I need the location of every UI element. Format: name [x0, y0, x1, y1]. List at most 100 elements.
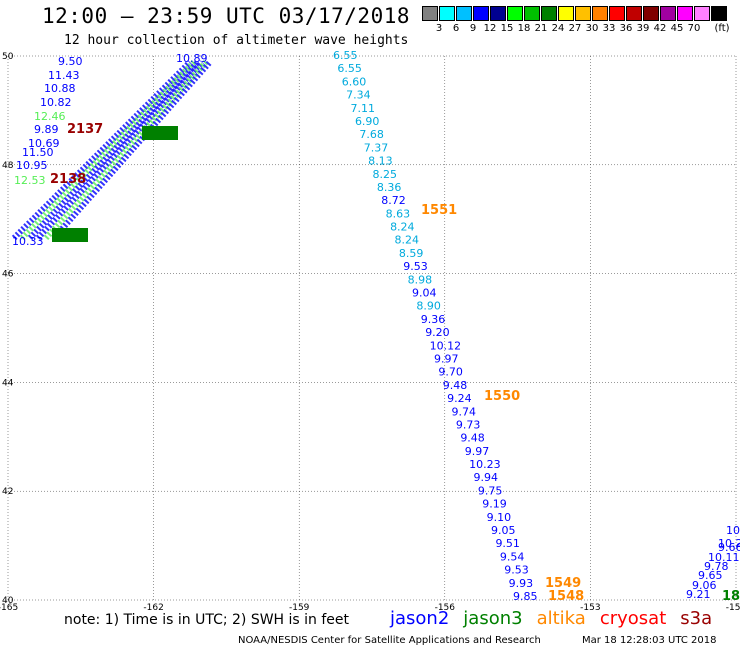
swh-label: 8.90 [416, 300, 441, 313]
swh-label: 12.46 [34, 110, 66, 123]
swh-label: 9.36 [421, 313, 446, 326]
swh-label: 6.55 [333, 49, 358, 62]
scale-swatch [473, 6, 489, 21]
map-title: 12:00 — 23:59 UTC 03/17/2018 [42, 4, 411, 28]
swh-label: 6.90 [355, 115, 380, 128]
swh-label: 9.54 [500, 550, 524, 563]
scale-swatch [490, 6, 506, 21]
scale-swatch [541, 6, 557, 21]
swh-label: 9.75 [478, 484, 503, 497]
swh-label: 6.55 [337, 62, 362, 75]
west-track-cluster: 9.5011.4310.8810.8212.469.8910.6911.5010… [11, 52, 213, 248]
swh-label: 8.98 [408, 273, 433, 286]
scale-label: 3 [435, 23, 443, 34]
swh-label: 9.20 [425, 326, 450, 339]
swh-label: 9.06 [692, 579, 717, 592]
swh-label: 8.59 [399, 247, 424, 260]
swh-label: 8.36 [377, 181, 402, 194]
swh-label: 9.24 [447, 392, 472, 405]
swh-label: 10.88 [44, 82, 76, 95]
swh-label: 9.05 [491, 524, 516, 537]
scale-label: 27 [568, 23, 582, 34]
swh-label: 7.34 [346, 89, 371, 102]
swh-label: 9.73 [456, 418, 481, 431]
scale-swatch [694, 6, 710, 21]
swh-label: 9.97 [465, 445, 490, 458]
swh-label: 8.25 [373, 168, 398, 181]
swh-label: 9.70 [438, 366, 463, 379]
swh-label: 10.95 [16, 159, 48, 172]
track-swath [11, 59, 193, 241]
time-label: 1551 [421, 203, 457, 218]
scale-swatch [643, 6, 659, 21]
x-tick-label: -153 [580, 603, 600, 613]
axis-ticks: -165 -162 -159 -156 -153 -150 40 42 44 46 48 50 [0, 52, 740, 613]
swh-label: 8.24 [390, 221, 415, 234]
satellite-name: jason3 [463, 608, 523, 629]
scale-label: 15 [500, 23, 514, 34]
scale-label: 24 [551, 23, 565, 34]
scale-swatch [507, 6, 523, 21]
y-tick-label: 46 [2, 270, 14, 280]
track-blob [52, 228, 88, 242]
swh-label: 9.89 [34, 123, 59, 136]
scale-swatch [711, 6, 727, 21]
swh-label: 10.69 [28, 137, 60, 150]
x-tick-label: -159 [289, 603, 310, 613]
satellite-name: cryosat [599, 608, 667, 629]
swh-label: 11.50 [22, 146, 54, 159]
y-tick-label: 44 [2, 378, 14, 388]
scale-label: 12 [483, 23, 497, 34]
map-grid [7, 55, 737, 601]
scale-label: 45 [670, 23, 684, 34]
satellite-legend: jason2 jason3 altika cryosat s3a [390, 608, 726, 629]
swh-label: 9.53 [403, 260, 428, 273]
y-tick-label: 50 [2, 52, 14, 62]
swh-label: 8.24 [394, 234, 419, 247]
track-swath [51, 60, 213, 240]
swh-label: 9.10 [487, 511, 512, 524]
x-tick-label: -162 [143, 603, 163, 613]
scale-label: 36 [619, 23, 633, 34]
swh-label: 10.11 [708, 551, 740, 564]
scale-label: 39 [636, 23, 650, 34]
swh-label: 10.89 [176, 52, 208, 65]
time-label: 1550 [484, 389, 520, 404]
scale-swatch [422, 6, 438, 21]
swh-label: 10 [726, 524, 740, 537]
time-label: 18 [722, 589, 740, 604]
scale-swatch [660, 6, 676, 21]
swh-label: 8.72 [381, 194, 406, 207]
swh-label: 10.33 [12, 235, 44, 248]
swh-label: 8.63 [386, 207, 411, 220]
swh-label: 9.78 [704, 560, 729, 573]
swh-label: 10.2 [718, 537, 740, 550]
swh-label: 8.13 [368, 155, 393, 168]
swh-label: 10.23 [469, 458, 501, 471]
swh-label: 12.53 [14, 174, 46, 187]
swh-label: 9.48 [443, 379, 468, 392]
swh-label: 9.04 [412, 287, 437, 300]
scale-swatch [626, 6, 642, 21]
track-swath [19, 59, 197, 241]
scale-swatch [592, 6, 608, 21]
swh-label: 7.68 [359, 128, 384, 141]
satellite-name: s3a [680, 608, 713, 629]
satellite-name: altika [536, 608, 586, 629]
swh-label: 9.74 [452, 405, 477, 418]
map-subtitle: 12 hour collection of altimeter wave hei… [64, 33, 409, 48]
scale-label: 6 [452, 23, 460, 34]
swh-label: 10.82 [40, 96, 72, 109]
scale-swatch [677, 6, 693, 21]
scale-label: 33 [602, 23, 616, 34]
satellite-name: jason2 [390, 608, 450, 629]
swh-label: 9.21 [686, 588, 711, 601]
swh-label: 6.60 [342, 75, 367, 88]
scale-label: 21 [534, 23, 548, 34]
track-swath [27, 59, 201, 241]
scale-swatch [456, 6, 472, 21]
footer-note: note: 1) Time is in UTC; 2) SWH is in fe… [64, 612, 350, 628]
